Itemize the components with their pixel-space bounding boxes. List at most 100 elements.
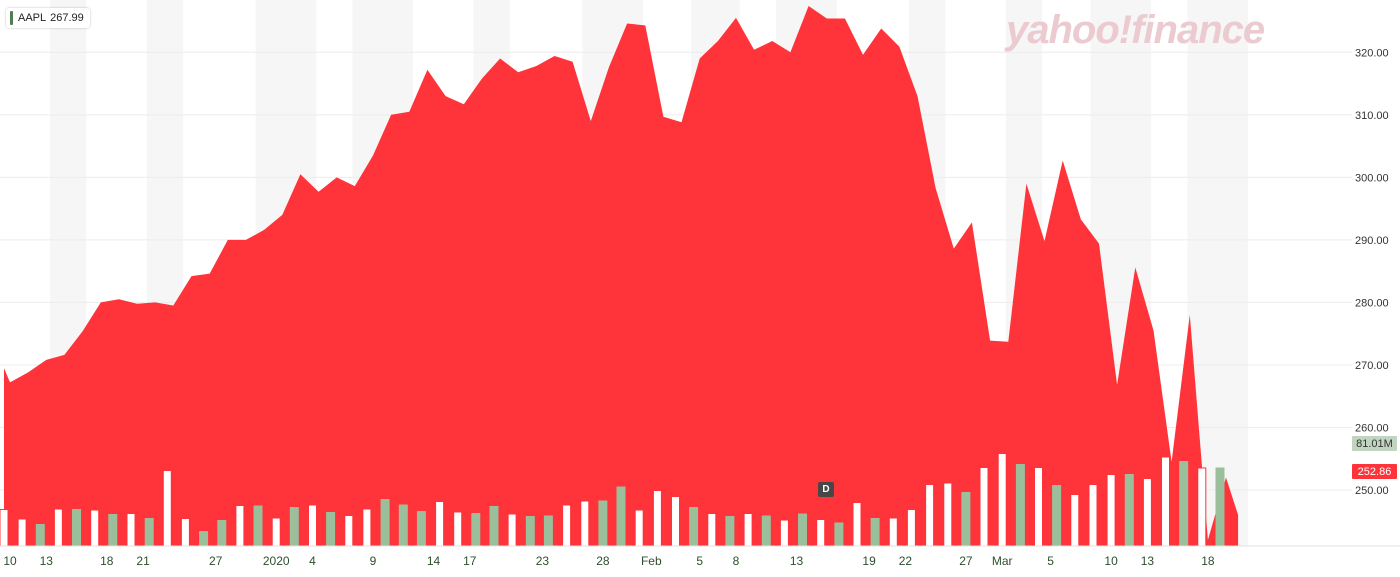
volume-bar[interactable]	[1161, 456, 1170, 547]
volume-bar[interactable]	[652, 490, 662, 547]
volume-bar[interactable]	[870, 518, 880, 547]
volume-bar[interactable]	[1124, 474, 1134, 547]
y-tick-label: 260.00	[1355, 422, 1389, 434]
x-tick-label: 8	[733, 554, 740, 568]
volume-bar[interactable]	[326, 512, 336, 547]
volume-bar[interactable]	[471, 513, 481, 547]
last-price-tag: 252.86	[1352, 464, 1397, 479]
volume-bar[interactable]	[435, 501, 445, 547]
y-tick-label: 270.00	[1355, 360, 1389, 372]
volume-bar[interactable]	[925, 484, 935, 547]
volume-bar[interactable]	[943, 482, 953, 547]
price-area-layer	[4, 6, 1239, 546]
volume-bar[interactable]	[580, 500, 590, 547]
volume-bar[interactable]	[888, 517, 898, 547]
volume-bar[interactable]	[1034, 467, 1043, 547]
x-tick-label: 27	[209, 554, 223, 568]
y-tick-label: 290.00	[1355, 235, 1389, 247]
volume-bar[interactable]	[53, 508, 63, 547]
volume-bar[interactable]	[689, 507, 699, 547]
volume-bar[interactable]	[507, 513, 517, 547]
volume-bar[interactable]	[997, 453, 1007, 547]
volume-bar[interactable]	[834, 522, 844, 547]
volume-bar[interactable]	[1088, 484, 1098, 547]
volume-bar[interactable]	[289, 507, 299, 547]
volume-bar[interactable]	[416, 511, 426, 547]
volume-bar[interactable]	[779, 519, 789, 547]
x-tick-label: 10	[1104, 554, 1118, 568]
volume-bar[interactable]	[562, 504, 572, 547]
volume-bar[interactable]	[17, 518, 27, 547]
x-tick-label: Mar	[992, 554, 1013, 568]
x-tick-label: 13	[40, 554, 54, 568]
volume-bar[interactable]	[816, 519, 826, 547]
volume-bar[interactable]	[634, 509, 644, 547]
volume-bar[interactable]	[344, 515, 354, 547]
volume-bar[interactable]	[271, 517, 281, 547]
ticker-symbol: AAPL	[18, 12, 47, 24]
volume-bar[interactable]	[1179, 461, 1189, 547]
volume-bar[interactable]	[235, 505, 245, 547]
volume-bar[interactable]	[798, 513, 807, 547]
y-tick-label: 320.00	[1355, 47, 1389, 59]
volume-bar[interactable]	[616, 486, 626, 547]
x-tick-label: 10	[3, 554, 17, 568]
volume-bar[interactable]	[35, 524, 45, 547]
volume-bar[interactable]	[362, 508, 372, 547]
x-tick-label: 18	[1201, 554, 1215, 568]
x-tick-label: 4	[309, 554, 316, 568]
volume-bar[interactable]	[1052, 485, 1062, 547]
dividend-event-marker[interactable]: D	[818, 482, 834, 497]
ticker-badge[interactable]: AAPL 267.99	[6, 8, 90, 28]
volume-bar[interactable]	[398, 504, 408, 547]
volume-bar[interactable]	[253, 505, 263, 547]
volume-bar[interactable]	[308, 504, 317, 547]
volume-bar[interactable]	[217, 520, 227, 547]
volume-bar[interactable]	[743, 513, 753, 547]
volume-bar[interactable]	[72, 509, 81, 547]
x-tick-label: 23	[536, 554, 550, 568]
x-tick-label: 28	[596, 554, 610, 568]
x-tick-label: 27	[959, 554, 973, 568]
volume-bar[interactable]	[199, 531, 209, 547]
volume-bar[interactable]	[1142, 478, 1152, 547]
volume-bar[interactable]	[180, 518, 190, 547]
volume-bar[interactable]	[725, 516, 735, 547]
volume-bar[interactable]	[1197, 467, 1207, 547]
yahoo-finance-logo: yahoo!finance	[1006, 8, 1265, 52]
volume-bar[interactable]	[707, 513, 717, 547]
volume-bar[interactable]	[906, 509, 916, 547]
volume-bar[interactable]	[1015, 464, 1025, 547]
volume-bar[interactable]	[671, 496, 680, 547]
volume-bar[interactable]	[453, 511, 463, 547]
y-tick-label: 280.00	[1355, 297, 1389, 309]
volume-bar[interactable]	[525, 516, 535, 547]
volume-bar[interactable]	[852, 502, 862, 547]
volume-bar[interactable]	[144, 518, 154, 547]
volume-bar[interactable]	[380, 499, 390, 547]
volume-bar[interactable]	[761, 515, 771, 547]
volume-bar[interactable]	[543, 515, 553, 547]
volume-bar[interactable]	[0, 509, 9, 547]
price-area[interactable]	[4, 6, 1239, 546]
x-tick-label: 5	[1047, 554, 1054, 568]
x-tick-label: 13	[1141, 554, 1155, 568]
x-tick-label: Feb	[641, 554, 662, 568]
volume-bar[interactable]	[126, 513, 136, 547]
volume-bar[interactable]	[162, 470, 172, 547]
volume-bar[interactable]	[1070, 494, 1080, 547]
y-tick-label: 300.00	[1355, 172, 1389, 184]
volume-bar[interactable]	[979, 467, 989, 547]
volume-bar[interactable]	[108, 514, 118, 547]
x-tick-label: 14	[427, 554, 441, 568]
volume-bar[interactable]	[598, 500, 608, 547]
x-tick-label: 18	[100, 554, 114, 568]
volume-bar[interactable]	[1106, 474, 1116, 547]
volume-bar[interactable]	[1215, 467, 1225, 547]
volume-bar[interactable]	[90, 509, 100, 547]
volume-bar[interactable]	[489, 506, 499, 547]
x-tick-label: 21	[136, 554, 150, 568]
volume-bar[interactable]	[961, 492, 971, 547]
